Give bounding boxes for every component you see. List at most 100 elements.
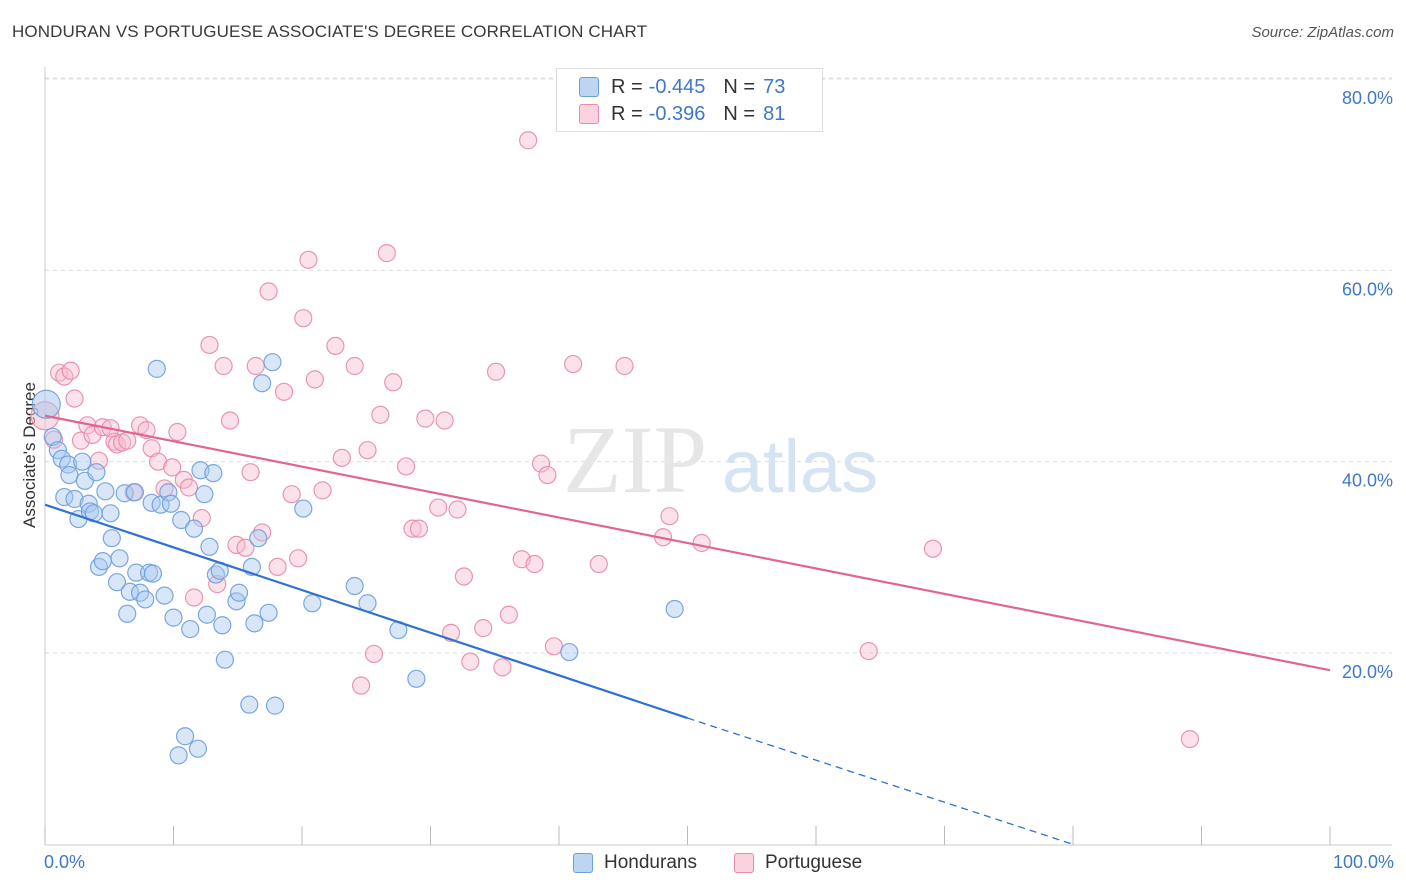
portuguese-point xyxy=(538,465,557,485)
honduran-point xyxy=(164,608,183,627)
portuguese-point xyxy=(396,457,416,476)
portuguese-point xyxy=(416,409,435,428)
portuguese-point xyxy=(184,588,204,607)
honduran-point xyxy=(172,510,191,530)
legend-n-value: 81 xyxy=(763,102,786,125)
series-hondurans xyxy=(31,353,684,765)
portuguese-point xyxy=(289,549,308,568)
portuguese-point xyxy=(168,422,187,442)
honduran-point xyxy=(245,614,264,633)
portuguese-point xyxy=(454,567,474,586)
honduran-point xyxy=(79,494,98,513)
honduran-point xyxy=(161,494,181,513)
legend-swatch-blue xyxy=(573,853,593,873)
honduran-point xyxy=(200,537,219,556)
honduran-point xyxy=(169,746,188,765)
legend-swatch-pink xyxy=(734,853,754,873)
portuguese-point xyxy=(282,485,301,504)
portuguese-point xyxy=(313,481,332,500)
honduran-point xyxy=(107,573,127,592)
legend-label-portuguese: Portuguese xyxy=(765,852,863,873)
legend-item-portuguese[interactable]: Portuguese xyxy=(734,852,862,874)
honduran-point xyxy=(195,485,214,504)
legend-n-value: 73 xyxy=(763,75,786,98)
honduran-point xyxy=(665,599,684,619)
honduran-point xyxy=(60,465,79,485)
portuguese-point xyxy=(118,431,137,450)
honduran-point xyxy=(110,549,129,568)
honduran-point xyxy=(204,464,223,483)
legend-r-label: R = xyxy=(611,75,643,98)
portuguese-point xyxy=(61,361,80,380)
y-tick-labels: 20.0% 40.0% 60.0% 80.0% xyxy=(1342,88,1393,682)
y-tick-label: 60.0% xyxy=(1342,279,1393,299)
legend-swatch-pink xyxy=(579,104,599,124)
trend-lines xyxy=(44,414,1331,845)
portuguese-point xyxy=(660,507,679,526)
honduran-point xyxy=(181,619,200,639)
honduran-point xyxy=(48,441,67,460)
portuguese-point xyxy=(564,354,583,374)
legend-item-hondurans[interactable]: Hondurans xyxy=(573,852,697,874)
portuguese-point xyxy=(220,411,240,430)
legend-n-label: N = xyxy=(723,75,756,98)
honduran-point xyxy=(142,493,161,512)
portuguese-point xyxy=(105,432,124,451)
portuguese-point xyxy=(544,637,563,656)
honduran-point xyxy=(249,529,268,548)
series-portuguese xyxy=(30,131,1200,749)
honduran-point xyxy=(147,359,166,378)
y-tick-label: 80.0% xyxy=(1342,88,1393,108)
portuguese-point xyxy=(493,658,512,677)
honduran-point xyxy=(263,353,282,372)
honduran-point xyxy=(175,727,195,746)
honduran-point xyxy=(31,389,61,419)
portuguese-point xyxy=(294,309,313,328)
legend-row-portuguese: R = -0.396 N = 81 xyxy=(579,102,785,126)
portuguese-point xyxy=(299,250,318,269)
watermark-zip: ZIP xyxy=(563,406,707,513)
honduran-point xyxy=(73,452,92,471)
honduran-point xyxy=(345,576,364,596)
portuguese-point xyxy=(525,554,544,574)
portuguese-point xyxy=(259,282,278,301)
legend-r-value: -0.396 xyxy=(648,102,706,125)
honduran-point xyxy=(93,552,112,571)
portuguese-point xyxy=(448,500,467,519)
portuguese-point xyxy=(1180,729,1200,749)
legend-r-label: R = xyxy=(611,102,643,125)
honduran-point xyxy=(213,616,232,635)
honduran-point xyxy=(65,489,84,509)
portuguese-point xyxy=(486,362,506,381)
portuguese-point xyxy=(435,411,454,430)
trend-line-hondurans xyxy=(44,503,688,720)
portuguese-point xyxy=(859,641,878,661)
portuguese-point xyxy=(236,538,255,557)
portuguese-point xyxy=(200,335,219,355)
portuguese-point xyxy=(332,448,351,467)
legend-label-hondurans: Hondurans xyxy=(604,852,697,873)
portuguese-point xyxy=(246,356,265,376)
source-label: Source: ZipAtlas.com xyxy=(1251,24,1394,41)
honduran-point xyxy=(159,483,178,502)
honduran-point xyxy=(155,586,174,605)
portuguese-point xyxy=(531,454,551,473)
portuguese-point xyxy=(326,336,345,356)
watermark: ZIP atlas xyxy=(563,406,878,513)
portuguese-point xyxy=(358,441,377,460)
portuguese-point xyxy=(71,431,91,450)
honduran-point xyxy=(253,374,272,393)
portuguese-point xyxy=(589,554,608,574)
honduran-point xyxy=(43,427,62,446)
portuguese-point xyxy=(692,533,711,553)
honduran-point xyxy=(125,483,145,502)
honduran-point xyxy=(188,739,208,758)
portuguese-point xyxy=(241,463,260,482)
trend-line-hondurans-extension xyxy=(687,717,1074,845)
honduran-point xyxy=(303,594,322,613)
x-tick-label-min: 0.0% xyxy=(44,852,86,872)
honduran-point xyxy=(229,583,249,602)
trend-line-portuguese xyxy=(44,414,1331,672)
portuguese-point xyxy=(305,370,324,389)
